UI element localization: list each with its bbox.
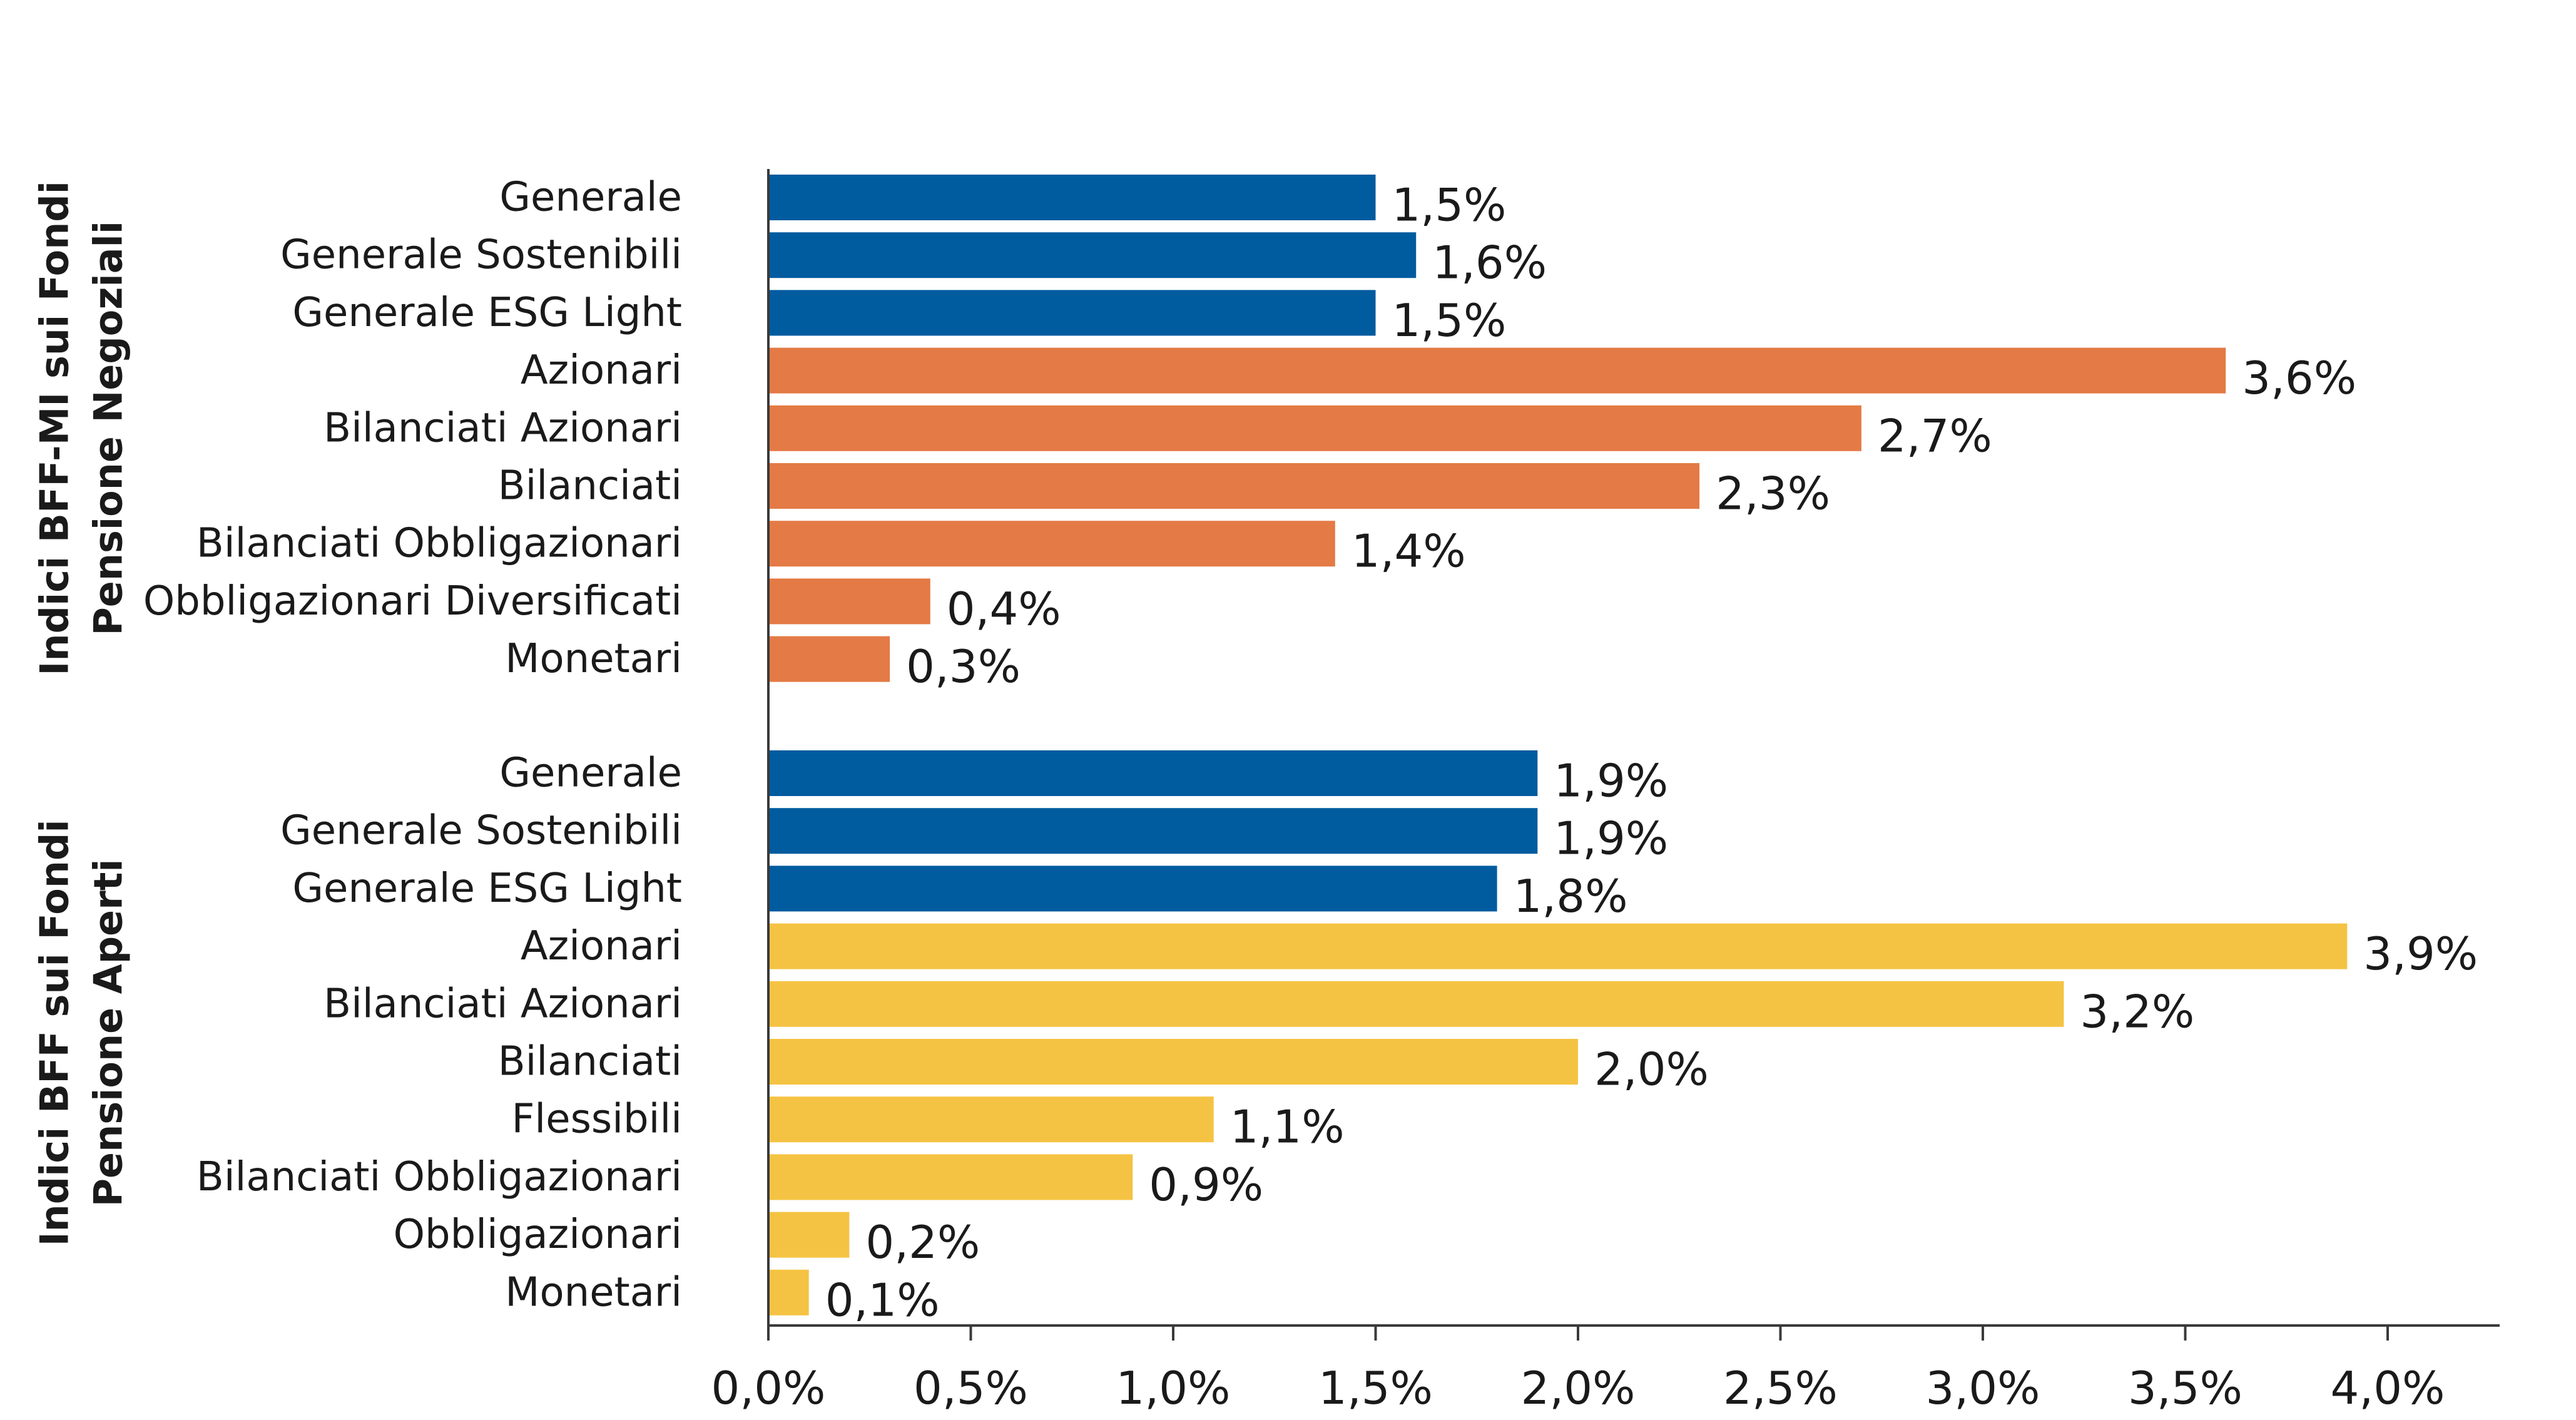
value-label: 1,8% <box>1514 870 1628 922</box>
bar-1-6 <box>768 463 1700 509</box>
bar-2-5 <box>768 981 2064 1027</box>
bar-1-9 <box>768 636 890 682</box>
value-label: 1,5% <box>1392 179 1507 232</box>
x-tick-label: 0,5% <box>914 1362 1028 1414</box>
bar-2-7 <box>768 1096 1214 1143</box>
value-label: 0,9% <box>1149 1158 1263 1211</box>
x-tick-label: 2,5% <box>1723 1362 1838 1414</box>
value-label: 1,4% <box>1352 525 1466 578</box>
bar-1-8 <box>768 578 930 625</box>
category-label: Bilanciati Azionari <box>323 405 682 451</box>
category-label: Obbligazionari <box>394 1212 682 1258</box>
value-label: 1,6% <box>1432 237 1547 289</box>
value-label: 2,7% <box>1878 409 1992 462</box>
value-label: 0,2% <box>865 1216 980 1269</box>
value-label: 2,0% <box>1594 1043 1709 1096</box>
x-tick-label: 3,5% <box>2128 1362 2243 1414</box>
x-tick-label: 1,0% <box>1116 1362 1231 1414</box>
value-labels: 1,5%1,6%1,5% 3,6% 2,7% 2,3% 1,4% 0,4%0,3% 1,9%… <box>825 179 2478 1327</box>
bar-2-10 <box>768 1269 809 1315</box>
category-label: Obbligazionari Diversificati <box>143 578 682 625</box>
value-label: 1,5% <box>1392 294 1507 347</box>
x-tick-label: 0,0% <box>711 1362 826 1414</box>
category-label: Monetari <box>505 1269 682 1315</box>
category-label: Flessibili <box>512 1096 682 1143</box>
value-label: 3,9% <box>2363 927 2478 980</box>
category-label: Azionari <box>521 347 682 394</box>
x-tick-label: 2,0% <box>1521 1362 1636 1414</box>
category-labels: Generale Generale Sostenibili Generale ESG… <box>143 175 682 1316</box>
category-label: Bilanciati <box>498 463 682 509</box>
group-titles: Indici BFF-MI sui Fondi Pensione Negozial… <box>32 181 131 1246</box>
bars-layer <box>768 175 2348 1315</box>
category-label: Generale ESG Light <box>292 866 682 912</box>
value-label: 2,3% <box>1716 467 1830 520</box>
value-label: 1,9% <box>1554 755 1668 807</box>
category-label: Generale <box>499 175 682 221</box>
bar-1-5 <box>768 405 1861 451</box>
category-label: Generale Sostenibili <box>280 808 682 854</box>
bar-1-2 <box>768 232 1417 278</box>
value-label: 3,6% <box>2242 352 2356 404</box>
group-title-line: Pensione Aperti <box>86 859 131 1207</box>
category-label: Generale <box>499 750 682 797</box>
x-tick-label: 1,5% <box>1318 1362 1433 1414</box>
category-label: Azionari <box>521 923 682 969</box>
category-label: Generale ESG Light <box>292 290 682 336</box>
category-label: Bilanciati Obbligazionari <box>196 1154 682 1200</box>
bar-2-6 <box>768 1039 1578 1085</box>
bar-1-3 <box>768 290 1376 336</box>
x-tick-label: 3,0% <box>1926 1362 2040 1414</box>
value-label: 1,1% <box>1230 1101 1345 1153</box>
category-label: Bilanciati <box>498 1039 682 1085</box>
group-title-line: Indici BFF-MI sui Fondi <box>32 181 78 676</box>
bar-2-9 <box>768 1212 850 1258</box>
bar-2-3 <box>768 866 1497 912</box>
bar-1-1 <box>768 175 1376 220</box>
x-tick-label: 4,0% <box>2331 1362 2445 1414</box>
bar-2-2 <box>768 808 1538 854</box>
bar-2-8 <box>768 1154 1133 1200</box>
category-label: Monetari <box>505 636 682 682</box>
bar-2-1 <box>768 750 1538 796</box>
value-label: 1,9% <box>1554 812 1668 865</box>
bar-1-4 <box>768 347 2226 394</box>
value-label: 0,3% <box>906 640 1021 693</box>
bar-1-7 <box>768 521 1335 567</box>
group-title-line: Indici BFF sui Fondi <box>32 819 78 1246</box>
value-label: 3,2% <box>2080 985 2194 1038</box>
bar-2-4 <box>768 923 2348 969</box>
category-label: Generale Sostenibili <box>280 232 682 278</box>
category-label: Bilanciati Obbligazionari <box>196 521 682 567</box>
group-title-line: Pensione Negoziali <box>86 221 131 636</box>
category-label: Bilanciati Azionari <box>323 981 682 1027</box>
value-label: 0,1% <box>825 1274 940 1326</box>
axes: 0,0% 0,5% 1,0% 1,5% 2,0% 2,5% 3,0% 3,5% 4,0% <box>711 169 2500 1414</box>
value-label: 0,4% <box>947 583 1061 635</box>
